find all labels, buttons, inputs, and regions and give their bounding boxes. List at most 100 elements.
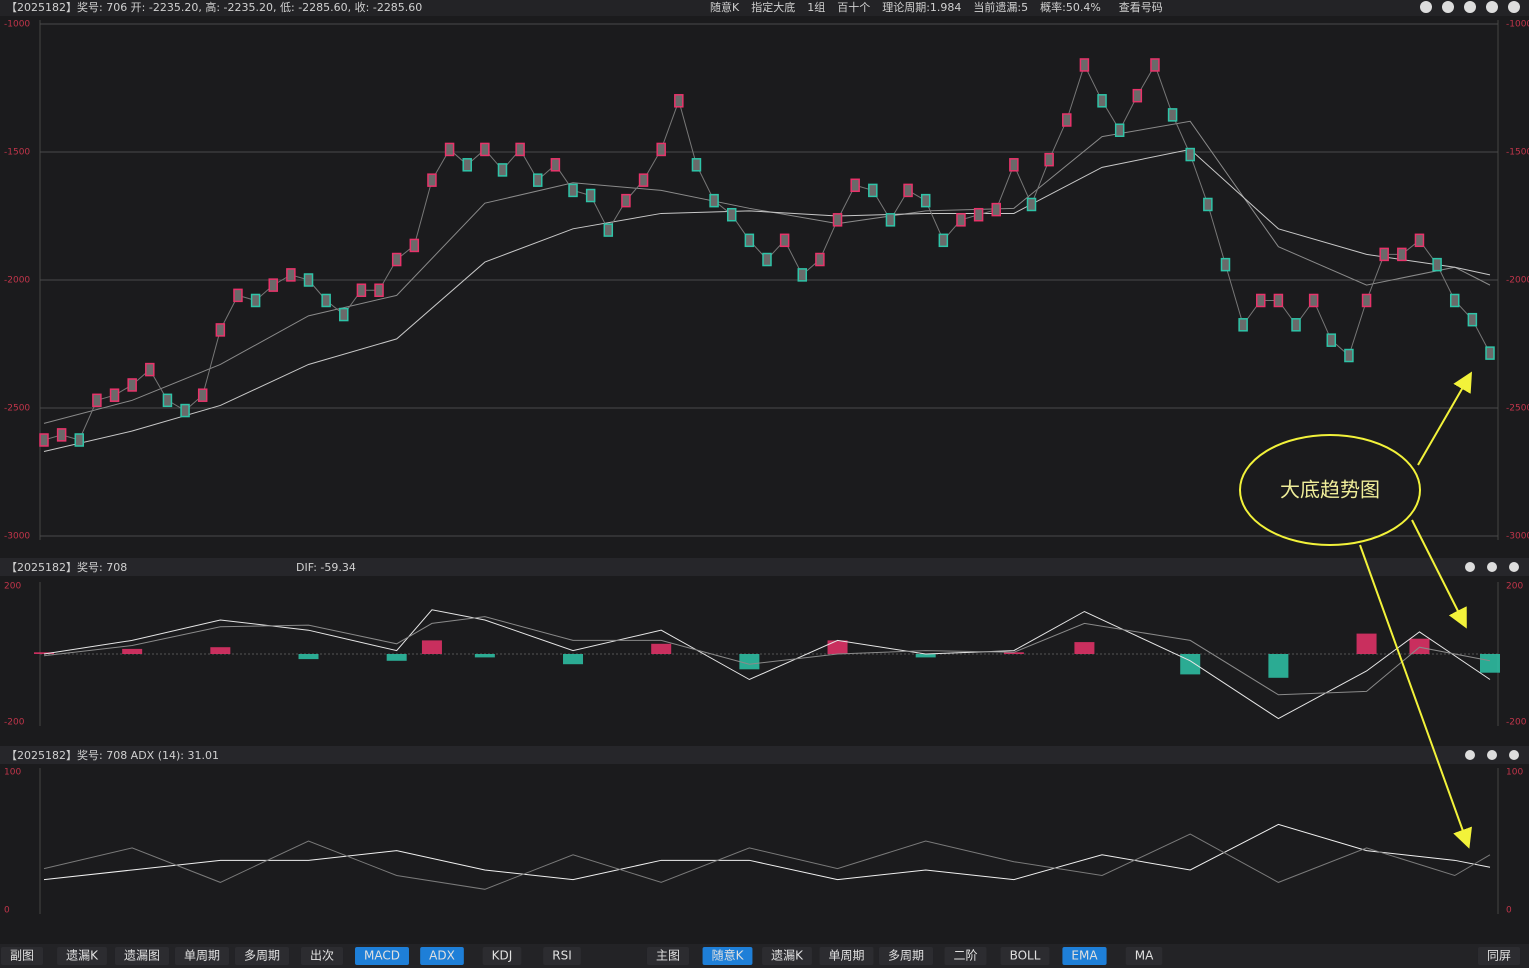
icon[interactable] bbox=[1442, 1, 1454, 13]
annotation-ellipse bbox=[1239, 434, 1421, 546]
renko-box bbox=[1326, 333, 1337, 347]
renko-box bbox=[1432, 257, 1442, 272]
link[interactable]: 查看号码 bbox=[1119, 0, 1163, 14]
renko-box bbox=[233, 288, 243, 303]
indicator-line bbox=[43, 609, 1491, 720]
annotation-text: 大底趋势图 bbox=[1280, 478, 1380, 502]
toolbar-button-label[interactable]: 二阶 bbox=[953, 949, 977, 963]
toolbar-button[interactable] bbox=[1477, 947, 1521, 965]
toolbar-button-label[interactable]: 单周期 bbox=[184, 949, 220, 963]
renko-box bbox=[868, 183, 878, 198]
renko-box bbox=[92, 393, 102, 408]
renko-box bbox=[1485, 346, 1495, 360]
renko-box bbox=[1379, 247, 1389, 262]
y-tick-label-right: -1500 bbox=[1506, 148, 1529, 158]
renko-box bbox=[268, 278, 278, 292]
toolbar-button-label[interactable]: 遗漏K bbox=[771, 949, 804, 963]
toolbar-button-label[interactable]: 副图 bbox=[10, 949, 34, 963]
toolbar-button[interactable] bbox=[702, 947, 753, 965]
icon[interactable] bbox=[1487, 562, 1497, 572]
toolbar-button-label[interactable]: MACD bbox=[364, 949, 400, 963]
toolbar-button-label[interactable]: BOLL bbox=[1010, 949, 1041, 963]
toolbar-button-label[interactable]: 单周期 bbox=[828, 949, 864, 963]
icon[interactable] bbox=[1509, 562, 1519, 572]
toolbar-button-label[interactable]: 随意K bbox=[712, 948, 745, 963]
histogram-bar bbox=[651, 643, 672, 654]
toolbar-button-label[interactable]: ADX bbox=[429, 949, 455, 963]
renko-box bbox=[391, 252, 402, 267]
toolbar-button-label[interactable]: 多周期 bbox=[888, 949, 924, 963]
icon[interactable] bbox=[1465, 562, 1475, 572]
renko-box bbox=[180, 403, 190, 418]
plots: -3000-3000-2500-2500-2000-2000-1500-1500… bbox=[4, 20, 1529, 916]
toolbar-button[interactable] bbox=[300, 947, 344, 965]
renko-box bbox=[197, 388, 208, 402]
icon[interactable] bbox=[1486, 1, 1498, 13]
toolbar-button[interactable] bbox=[355, 947, 409, 965]
histogram-bar bbox=[739, 654, 760, 670]
toolbar-button-label[interactable]: MA bbox=[1135, 949, 1154, 963]
status-item: 理论周期:1.984 bbox=[882, 0, 961, 14]
icon[interactable] bbox=[1464, 1, 1476, 13]
toolbar-button[interactable] bbox=[543, 947, 581, 965]
icon[interactable] bbox=[1509, 750, 1519, 760]
toolbar-button[interactable] bbox=[646, 947, 690, 965]
toolbar-button-label[interactable]: 主图 bbox=[656, 949, 680, 963]
renko-box bbox=[621, 193, 631, 208]
renko-box bbox=[1220, 257, 1231, 272]
y-tick-label-right: 100 bbox=[1506, 768, 1523, 778]
toolbar-button[interactable] bbox=[1000, 947, 1050, 965]
toolbar-button[interactable] bbox=[114, 947, 170, 965]
renko-box bbox=[56, 428, 67, 442]
renko-box bbox=[444, 142, 455, 157]
toolbar-button[interactable] bbox=[482, 947, 522, 965]
y-tick-label: -1000 bbox=[4, 20, 30, 30]
toolbar-button-label[interactable]: EMA bbox=[1071, 949, 1098, 963]
y-tick-label-right: -3000 bbox=[1506, 532, 1529, 542]
icon[interactable] bbox=[1465, 750, 1475, 760]
toolbar-button-label[interactable]: 多周期 bbox=[244, 949, 280, 963]
y-tick-label-right: -2000 bbox=[1506, 276, 1529, 286]
toolbar-button[interactable] bbox=[762, 947, 812, 965]
histogram-bar bbox=[1180, 654, 1201, 675]
renko-box bbox=[427, 173, 437, 187]
icon[interactable] bbox=[1487, 750, 1497, 760]
histogram-bar bbox=[1268, 654, 1289, 678]
toolbar-button[interactable] bbox=[234, 947, 290, 965]
arrow bbox=[1417, 371, 1473, 466]
renko-box bbox=[920, 193, 931, 208]
renko-box bbox=[815, 252, 825, 267]
renko-box bbox=[1167, 108, 1178, 122]
renko-box bbox=[356, 283, 367, 297]
renko-box bbox=[726, 207, 737, 222]
toolbar-button[interactable] bbox=[944, 947, 987, 965]
toolbar-button-label[interactable]: 遗漏图 bbox=[124, 949, 160, 963]
toolbar-button-label[interactable]: 遗漏K bbox=[66, 949, 99, 963]
window-icons bbox=[1420, 1, 1520, 13]
toolbar-button[interactable] bbox=[1062, 947, 1107, 965]
toolbar-button[interactable] bbox=[174, 947, 230, 965]
toolbar-button[interactable] bbox=[819, 947, 874, 965]
toolbar-button-label[interactable]: RSI bbox=[552, 949, 572, 963]
renko-box bbox=[1132, 88, 1143, 103]
toolbar-button-label[interactable]: KDJ bbox=[492, 949, 513, 963]
toolbar-button[interactable] bbox=[57, 947, 107, 965]
renko-box bbox=[127, 378, 137, 392]
toolbar-button[interactable] bbox=[878, 947, 934, 965]
renko-box bbox=[691, 158, 702, 172]
toolbar-button-label[interactable]: 出次 bbox=[310, 949, 334, 963]
toolbar-button-label[interactable]: 同屏 bbox=[1487, 949, 1511, 963]
status-item: 1组 bbox=[807, 0, 825, 14]
panel-icons bbox=[1465, 562, 1519, 760]
histogram-bar bbox=[1480, 654, 1500, 673]
icon[interactable] bbox=[1420, 1, 1432, 13]
renko-box bbox=[1344, 348, 1354, 363]
toolbar-button[interactable] bbox=[0, 947, 44, 965]
icon[interactable] bbox=[1508, 1, 1520, 13]
toolbar-button[interactable] bbox=[1125, 947, 1163, 965]
y-tick-label-right: -2500 bbox=[1506, 404, 1529, 414]
renko-box bbox=[497, 163, 508, 177]
toolbar-button[interactable] bbox=[420, 947, 464, 965]
